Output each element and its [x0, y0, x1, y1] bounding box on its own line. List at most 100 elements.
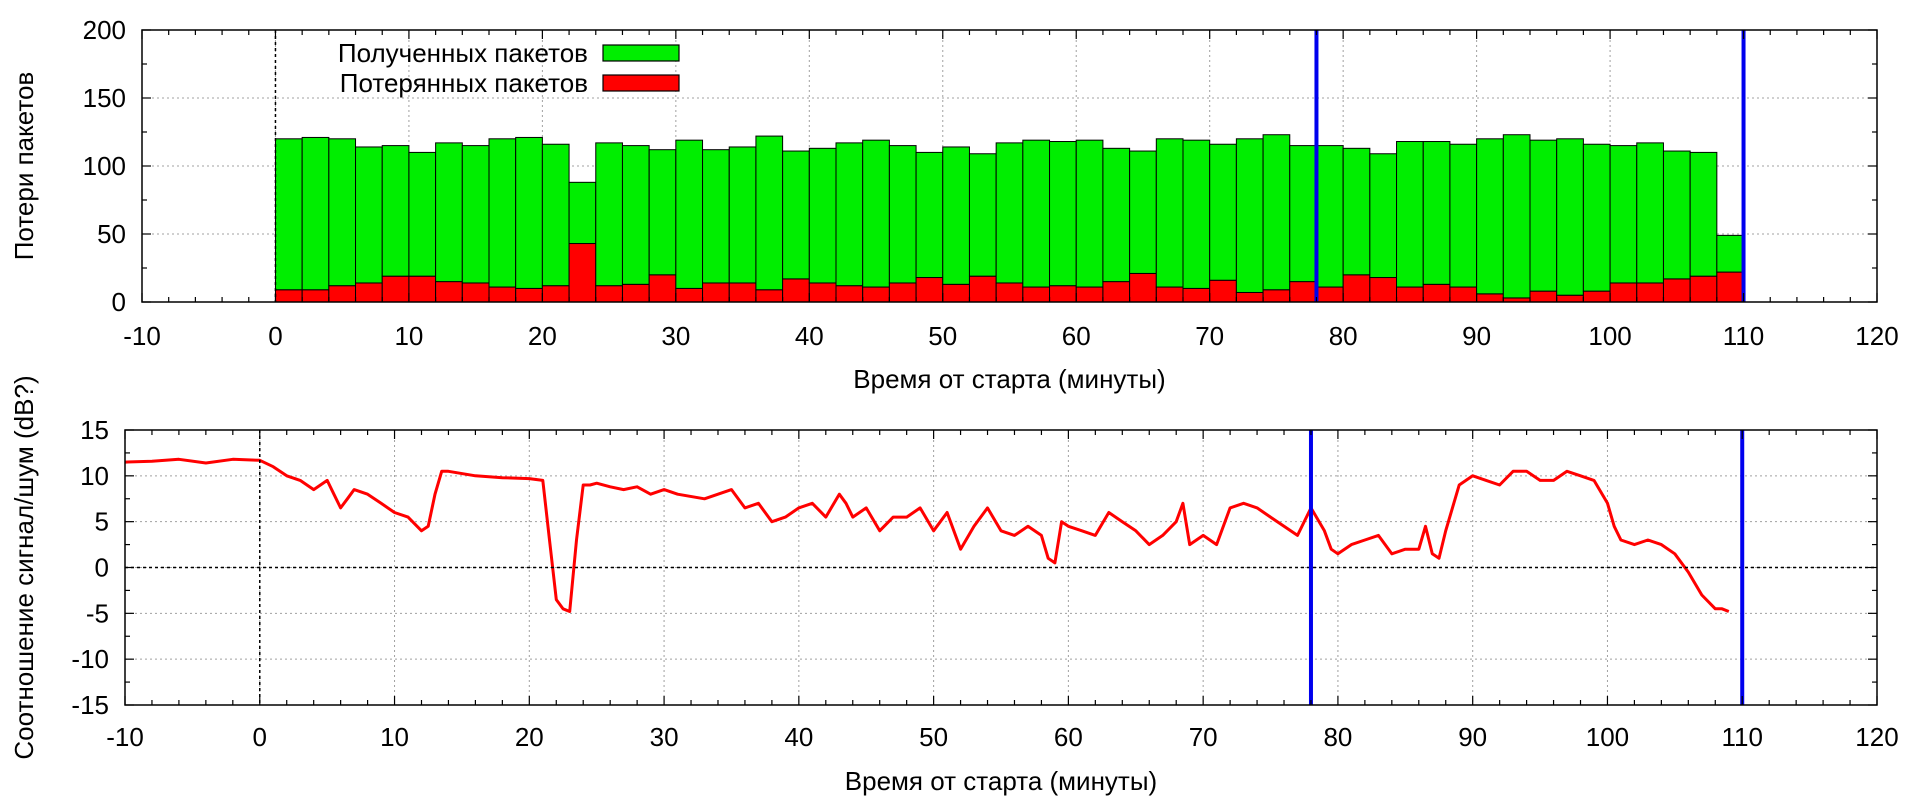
y-tick-label: 15 [80, 415, 109, 445]
bar-lost [1155, 286, 1184, 303]
bar-lost [648, 274, 677, 303]
bar-received [835, 142, 864, 287]
bar-lost [1342, 274, 1371, 303]
y-tick-label: -10 [71, 644, 109, 674]
bar-lost [1529, 290, 1558, 303]
x-tick-label: 110 [1723, 321, 1764, 351]
bar-lost [1556, 294, 1584, 303]
bar-lost [435, 281, 463, 303]
bar-lost [568, 243, 597, 303]
bar-received [595, 142, 623, 287]
bar-lost [862, 286, 890, 303]
x-tick-label: 10 [380, 722, 409, 752]
bar-received [621, 145, 650, 285]
bar-received [461, 145, 490, 284]
x-tick-label: 60 [1062, 321, 1091, 351]
bar-received [1075, 139, 1104, 288]
bar-lost [835, 285, 864, 303]
bar-received [942, 146, 970, 285]
bar-received [381, 145, 410, 277]
bar-received [301, 136, 330, 291]
legend-label: Полученных пакетов [338, 38, 588, 68]
x-tick-label: 50 [919, 722, 948, 752]
bar-lost [461, 282, 490, 303]
bar-received [568, 181, 597, 245]
bar-received [1209, 143, 1237, 281]
y-axis-label: Соотношение сигнал/шум (dB?) [9, 375, 39, 759]
x-axis-label: Время от старта (минуты) [853, 364, 1165, 394]
x-tick-label: 70 [1189, 722, 1218, 752]
x-tick-label: 80 [1329, 321, 1358, 351]
x-tick-label: 30 [650, 722, 679, 752]
legend-swatch-received [602, 44, 680, 62]
bar-received [702, 149, 730, 284]
bar-lost [541, 285, 570, 303]
bar-lost [1449, 286, 1478, 303]
bar-received [1422, 141, 1451, 285]
bar-received [1315, 145, 1344, 288]
bar-received [1342, 147, 1371, 276]
bar-received [1449, 143, 1478, 288]
snr-chart: -10 0 10 20 30 40 50 60 70 80 90 100 110 120-15-10-50… [9, 375, 1899, 796]
bar-received [541, 143, 570, 287]
bar-lost [1369, 277, 1398, 303]
x-axis-label: Время от старта (минуты) [845, 766, 1157, 796]
bar-lost [808, 282, 837, 303]
y-tick-label: 5 [95, 507, 109, 537]
x-tick-label: 0 [253, 722, 267, 752]
x-tick-label: 10 [394, 321, 423, 351]
bar-lost [675, 287, 704, 303]
bar-received [1235, 138, 1264, 293]
x-tick-label: 100 [1588, 321, 1631, 351]
bar-received [782, 150, 810, 280]
bar-lost [995, 282, 1024, 303]
x-tick-label: 40 [795, 321, 824, 351]
bar-lost [1716, 271, 1745, 303]
bar-lost [621, 283, 650, 303]
bar-lost [1235, 291, 1264, 303]
bar-lost [1262, 289, 1291, 303]
bar-received [755, 135, 784, 291]
bar-received [675, 139, 704, 289]
legend-swatch-lost [602, 74, 680, 92]
x-tick-label: 40 [784, 722, 813, 752]
y-tick-label: -15 [71, 690, 109, 720]
bar-lost [1182, 287, 1211, 303]
x-tick-label: 120 [1855, 722, 1898, 752]
bar-received [728, 146, 757, 284]
bar-lost [1102, 281, 1131, 303]
x-tick-label: 20 [528, 321, 557, 351]
x-tick-label: 50 [928, 321, 957, 351]
x-tick-label: -10 [123, 321, 161, 351]
bar-received [968, 153, 997, 277]
bar-received [1582, 143, 1611, 292]
bar-lost [408, 275, 437, 303]
bar-lost [942, 283, 970, 303]
y-axis-label: Потери пакетов [9, 72, 39, 261]
bar-received [1155, 138, 1184, 288]
bar-lost [1476, 293, 1504, 303]
bar-lost [1422, 283, 1451, 303]
bar-received [1502, 134, 1531, 299]
bar-received [1529, 139, 1558, 292]
bar-lost [1396, 286, 1424, 303]
bar-lost [1129, 272, 1157, 303]
x-tick-label: 20 [515, 722, 544, 752]
bar-lost [381, 275, 410, 303]
bar-lost [1315, 286, 1344, 303]
bar-lost [968, 275, 997, 303]
bar-lost [1022, 286, 1051, 303]
bar-received [1262, 134, 1291, 291]
x-tick-label: 90 [1458, 722, 1487, 752]
bar-lost [301, 289, 330, 303]
bar-received [1369, 153, 1398, 279]
bar-received [435, 142, 463, 283]
bar-lost [515, 287, 543, 303]
bar-received [408, 151, 437, 277]
bar-lost [702, 282, 730, 303]
bar-received [915, 151, 944, 279]
snr-line [124, 457, 1730, 613]
x-tick-label: 0 [268, 321, 282, 351]
x-tick-label: 30 [661, 321, 690, 351]
